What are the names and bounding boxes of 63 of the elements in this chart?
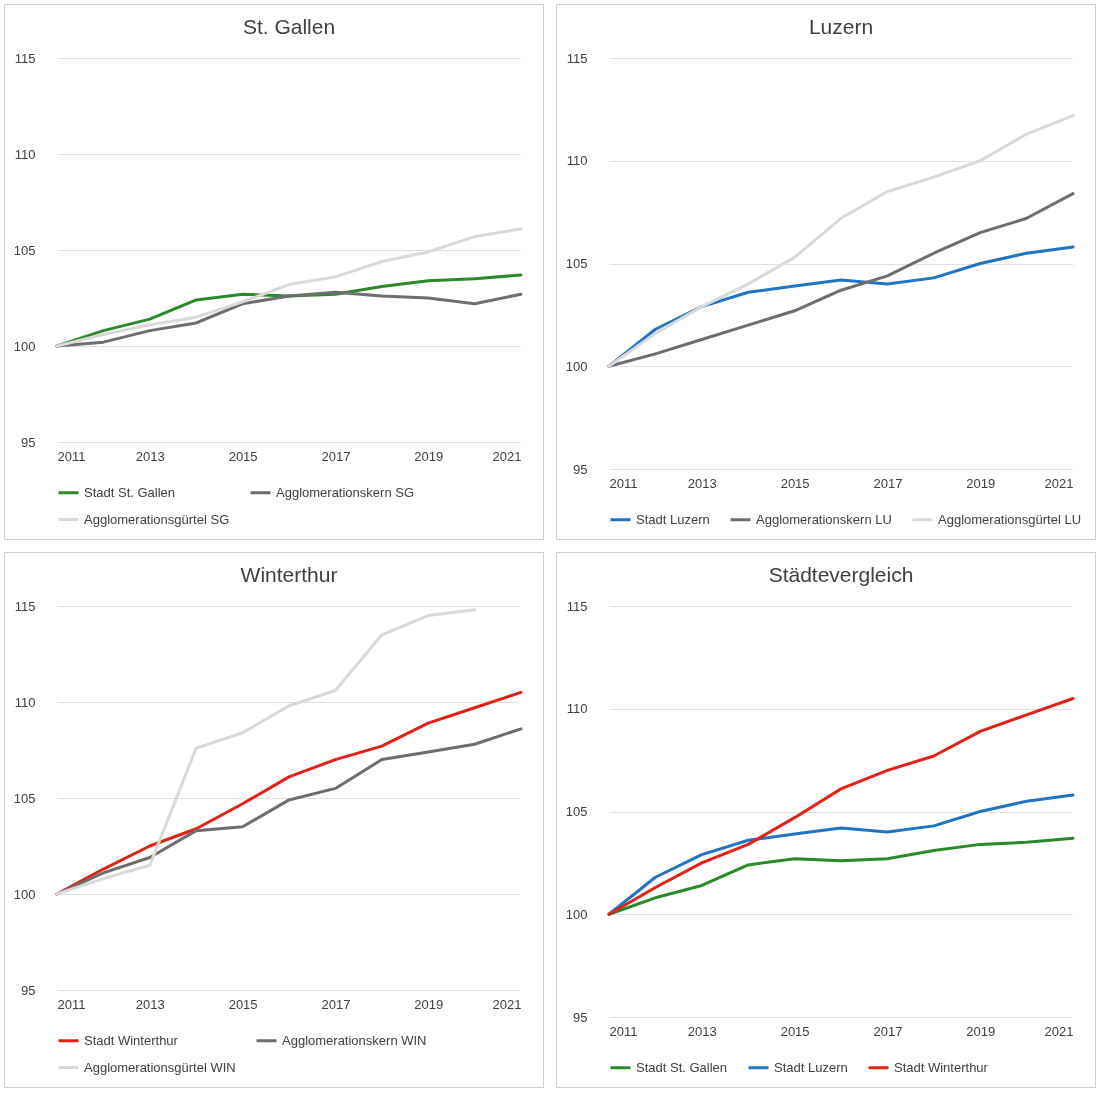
x-tick-label: 2011 — [609, 1023, 638, 1039]
y-tick-label: 105 — [13, 242, 36, 258]
x-tick-label: 2019 — [966, 475, 996, 491]
x-tick-label: 2011 — [57, 996, 86, 1012]
x-tick-label: 2013 — [135, 996, 165, 1012]
y-tick-label: 100 — [565, 358, 588, 374]
y-tick-label: 95 — [21, 982, 36, 998]
line-series — [55, 227, 523, 348]
chart-title: Luzern — [808, 15, 874, 38]
x-tick-label: 2019 — [414, 448, 444, 464]
y-tick-label: 95 — [573, 461, 588, 477]
line-series — [607, 696, 1075, 916]
legend-label: Stadt Luzern — [636, 511, 710, 527]
x-tick-label: 2021 — [492, 448, 522, 464]
legend-label: Stadt St. Gallen — [84, 484, 176, 500]
y-tick-label: 115 — [14, 50, 36, 66]
y-tick-label: 115 — [566, 598, 588, 614]
chart-title: Winterthur — [240, 563, 338, 586]
y-tick-label: 105 — [565, 804, 588, 819]
legend-label: Agglomerationskern SG — [276, 484, 415, 500]
legend-label: Stadt Winterthur — [894, 1059, 989, 1075]
x-tick-label: 2019 — [966, 1023, 996, 1039]
y-tick-label: 115 — [14, 598, 36, 614]
y-tick-label: 115 — [566, 50, 588, 66]
x-tick-label: 2013 — [687, 475, 717, 491]
y-tick-label: 100 — [565, 906, 588, 922]
y-tick-label: 110 — [566, 701, 588, 717]
y-tick-label: 110 — [566, 153, 588, 169]
x-tick-label: 2017 — [321, 448, 351, 464]
x-tick-label: 2011 — [57, 448, 86, 464]
legend-label: Agglomerationskern WIN — [282, 1032, 427, 1048]
x-tick-label: 2021 — [492, 996, 522, 1012]
y-tick-label: 95 — [573, 1009, 588, 1025]
x-tick-label: 2013 — [687, 1023, 717, 1039]
chart-title: Städtevergleich — [768, 563, 914, 586]
x-tick-label: 2011 — [609, 475, 638, 491]
x-tick-label: 2021 — [1044, 1023, 1074, 1039]
x-tick-label: 2017 — [873, 475, 903, 491]
y-tick-label: 100 — [13, 886, 36, 902]
legend-label: Agglomerationsgürtel SG — [84, 511, 230, 527]
x-tick-label: 2019 — [414, 996, 444, 1012]
y-tick-label: 105 — [565, 256, 588, 271]
x-tick-label: 2017 — [321, 996, 351, 1012]
x-tick-label: 2013 — [135, 448, 165, 464]
line-series — [607, 114, 1075, 368]
x-tick-label: 2015 — [780, 1023, 810, 1039]
x-tick-label: 2015 — [780, 475, 810, 491]
y-tick-label: 95 — [21, 434, 36, 450]
legend-label: Agglomerationsgürtel WIN — [84, 1059, 236, 1075]
y-tick-label: 110 — [14, 694, 36, 710]
legend-label: Stadt St. Gallen — [636, 1059, 728, 1075]
x-tick-label: 2015 — [228, 448, 258, 464]
x-tick-label: 2015 — [228, 996, 258, 1012]
y-tick-label: 100 — [13, 338, 36, 354]
y-tick-label: 110 — [14, 146, 36, 162]
legend-label: Stadt Winterthur — [84, 1032, 179, 1048]
legend-label: Stadt Luzern — [774, 1059, 848, 1075]
y-tick-label: 105 — [13, 790, 36, 806]
legend-label: Agglomerationskern LU — [756, 511, 892, 527]
x-tick-label: 2021 — [1044, 475, 1074, 491]
legend-label: Agglomerationsgürtel LU — [938, 511, 1082, 527]
x-tick-label: 2017 — [873, 1023, 903, 1039]
chart-title: St. Gallen — [242, 15, 336, 38]
